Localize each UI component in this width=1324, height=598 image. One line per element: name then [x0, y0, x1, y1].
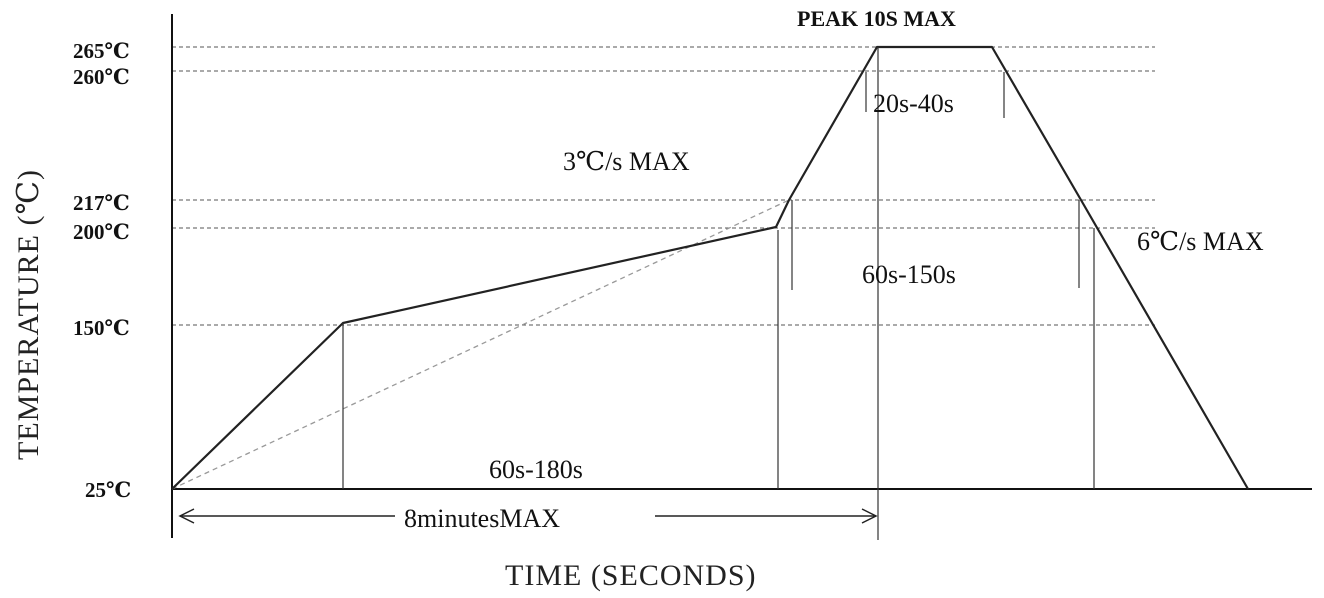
axes — [171, 14, 1312, 538]
ytick-25: 25℃ — [85, 478, 131, 502]
y-axis-label: TEMPERATURE (℃) — [12, 169, 45, 460]
ytick-260: 260℃ — [73, 65, 130, 89]
ramp-down-label: 6℃/s MAX — [1137, 227, 1264, 256]
grid-lines — [172, 46, 1155, 326]
series-dashed-line — [171, 199, 790, 490]
total-time-arrow — [178, 508, 878, 524]
liquidus-time-label: 60s-150s — [862, 260, 956, 289]
x-axis-label: TIME (SECONDS) — [505, 559, 757, 592]
total-time-label: 8minutesMAX — [404, 504, 560, 533]
ramp-up-label: 3℃/s MAX — [563, 147, 690, 176]
peak-label: PEAK 10S MAX — [797, 6, 956, 31]
vertical-markers — [342, 47, 1095, 540]
ytick-265: 265℃ — [73, 39, 130, 63]
peak-duration-label: 20s-40s — [873, 89, 954, 118]
arrow-right-head — [861, 508, 878, 524]
arrow-left-head — [178, 508, 195, 524]
ytick-217: 217℃ — [73, 191, 130, 215]
ytick-200: 200℃ — [73, 220, 130, 244]
series-main-line — [171, 45, 1249, 490]
ytick-150: 150℃ — [73, 316, 130, 340]
preheat-time-label: 60s-180s — [489, 455, 583, 484]
